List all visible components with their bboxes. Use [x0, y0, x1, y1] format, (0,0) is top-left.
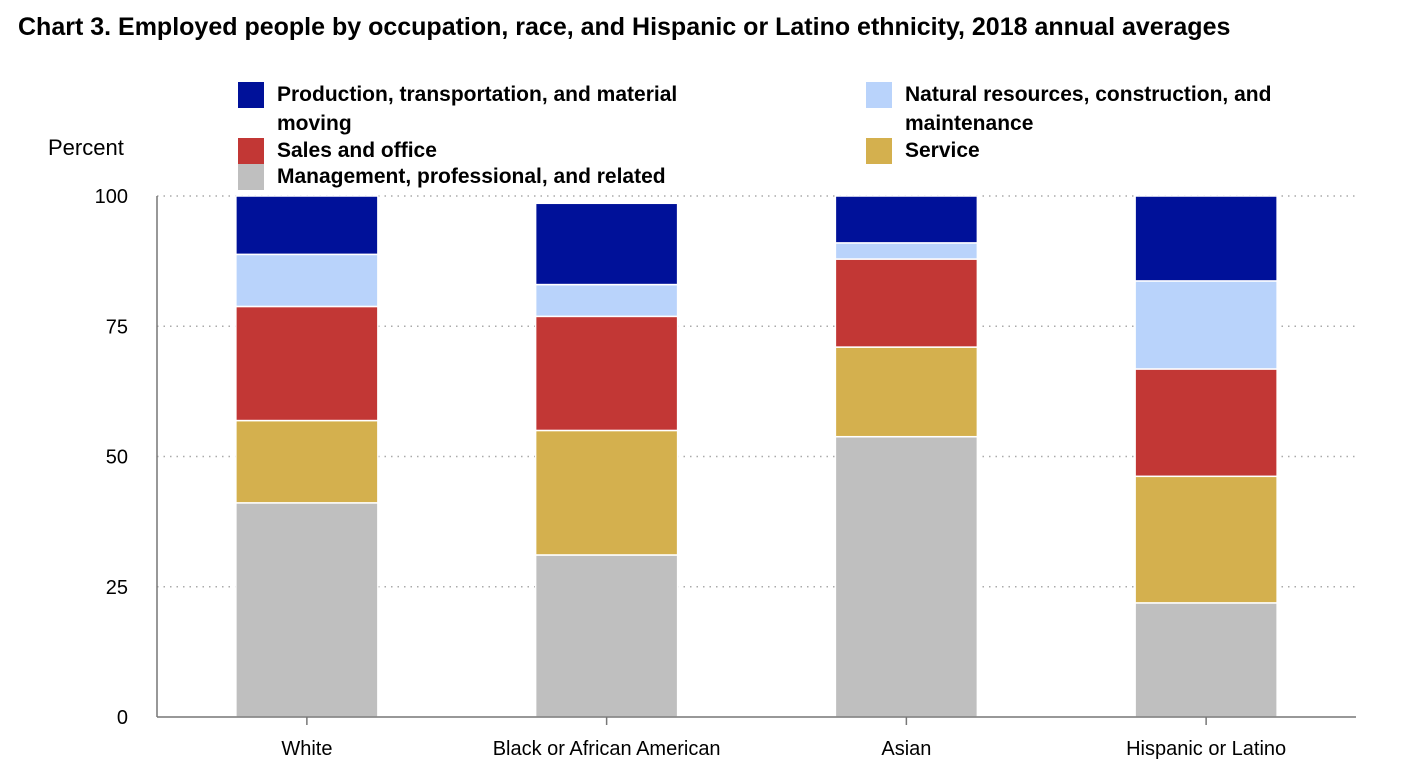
y-tick-label: 50 — [106, 447, 128, 469]
bar-segment — [1134, 368, 1278, 478]
legend-label-service: Service — [905, 139, 980, 162]
bar-segment — [235, 253, 379, 308]
x-tick-label: Black or African American — [493, 738, 721, 760]
legend-item-production: Production, transportation, and material… — [238, 80, 737, 138]
bar-segment — [235, 305, 379, 422]
legend-swatch-service — [866, 138, 892, 164]
y-tick-label: 25 — [106, 577, 128, 599]
legend-swatch-natural-resources — [866, 82, 892, 108]
bar-segment — [834, 195, 979, 244]
x-tick-label: Asian — [881, 738, 931, 760]
legend-label-natural-resources: Natural resources, construction, and mai… — [905, 83, 1272, 135]
bar-segment — [1134, 280, 1278, 370]
bar-segment — [834, 242, 979, 260]
x-tick-label: White — [281, 738, 332, 760]
bar-segment — [534, 315, 679, 432]
bar-segment — [235, 419, 379, 504]
bar-segment — [235, 195, 379, 256]
legend-label-sales-office: Sales and office — [277, 139, 437, 162]
bar-segment — [834, 435, 979, 718]
legend-item-management: Management, professional, and related — [238, 162, 737, 191]
legend-item-sales-office: Sales and office — [238, 136, 737, 165]
legend-label-production: Production, transportation, and material… — [277, 83, 678, 135]
legend-swatch-production — [238, 82, 264, 108]
legend-item-service: Service — [866, 136, 1365, 165]
legend-swatch-sales-office — [238, 138, 264, 164]
legend-swatch-management — [238, 164, 264, 190]
bar-segment — [534, 202, 679, 286]
legend-item-natural-resources: Natural resources, construction, and mai… — [866, 80, 1365, 138]
legend-label-management: Management, professional, and related — [277, 165, 666, 188]
bar-segment — [1134, 195, 1278, 282]
bar-segment — [1134, 602, 1278, 718]
bar-segment — [534, 429, 679, 556]
bar-segment — [534, 554, 679, 718]
x-tick-label: Hispanic or Latino — [1126, 738, 1286, 760]
y-tick-label: 100 — [95, 186, 128, 208]
bar-segment — [834, 258, 979, 348]
bar-segment — [1134, 475, 1278, 604]
y-tick-label: 0 — [117, 707, 128, 729]
bar-segment — [235, 502, 379, 718]
bar-segment — [534, 283, 679, 318]
y-tick-label: 75 — [106, 316, 128, 338]
y-axis-label: Percent — [48, 135, 124, 160]
bar-segment — [834, 346, 979, 438]
chart-title: Chart 3. Employed people by occupation, … — [18, 13, 1231, 41]
